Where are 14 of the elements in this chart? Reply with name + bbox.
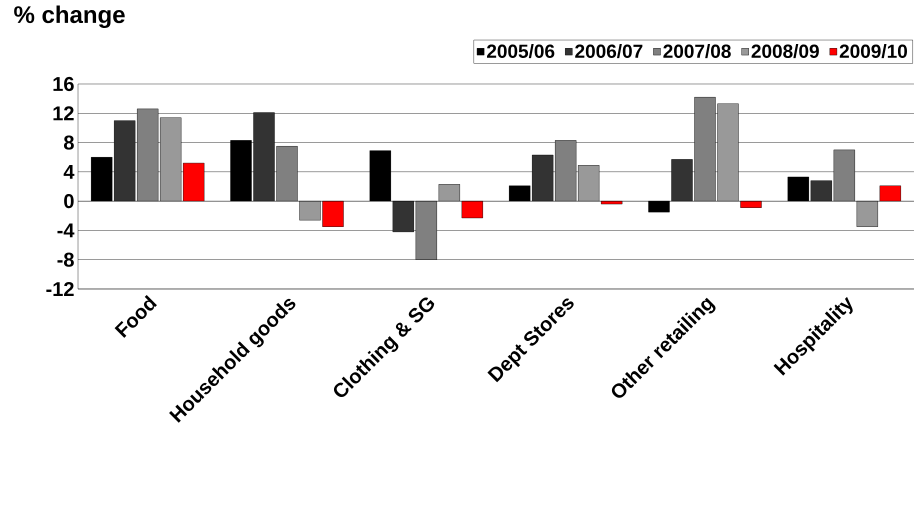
y-tick-label: -8	[57, 252, 74, 267]
legend-label: 2005/06	[487, 44, 554, 58]
y-tick-label: 4	[64, 164, 74, 179]
y-tick-label: 0	[64, 194, 74, 208]
y-tick-label: -4	[57, 224, 74, 238]
y-tick-label: 8	[64, 135, 74, 150]
legend-label: 2008/09	[752, 44, 819, 58]
legend-label: 2007/08	[663, 44, 731, 58]
legend-label: 2006/07	[575, 44, 642, 58]
y-tick-label: 16	[53, 76, 74, 92]
y-tick-label: 12	[53, 106, 74, 120]
legend-label: 2009/10	[840, 44, 907, 58]
chart-title: % change	[14, 6, 125, 28]
y-tick-label: -12	[46, 282, 74, 296]
